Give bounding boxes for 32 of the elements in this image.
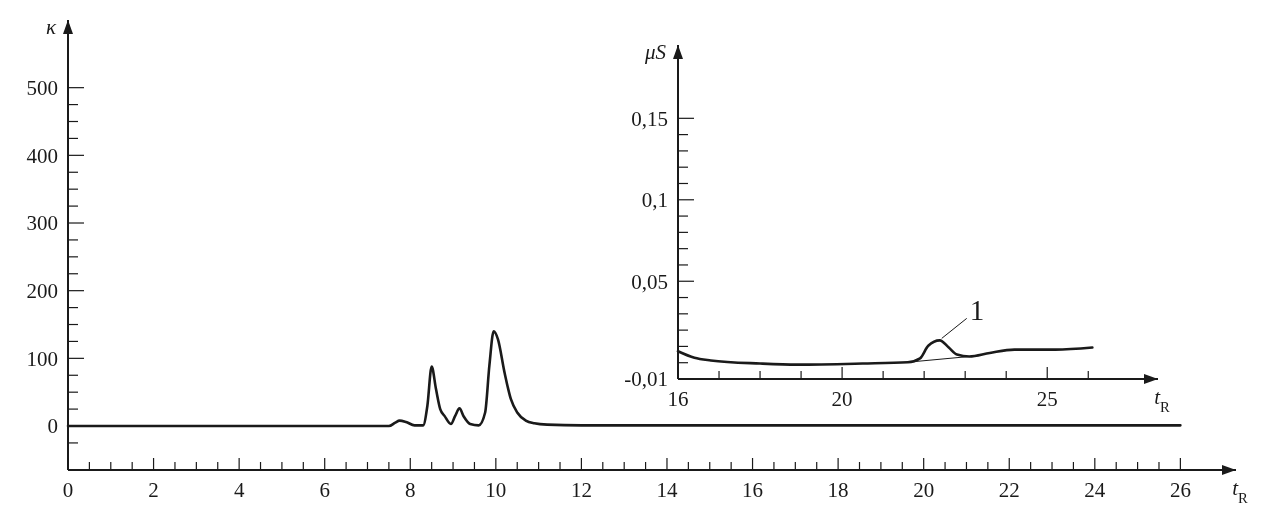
x-tick-label: 20: [913, 478, 935, 502]
x-tick-label: 4: [233, 478, 245, 502]
x-tick-label: 12: [570, 478, 592, 502]
y-tick-label: 0: [47, 414, 58, 439]
x-tick-label: 8: [405, 478, 416, 502]
x-tick-label: 6: [319, 478, 330, 502]
x-tick-label: 0: [62, 478, 74, 502]
y-tick-label: -0,01: [624, 367, 668, 392]
y-tick-label: 300: [26, 211, 58, 236]
y-axis-title: κ: [45, 15, 57, 39]
y-tick-label: 400: [26, 143, 58, 168]
x-tick-label: 24: [1084, 478, 1106, 502]
y-tick-label: 0,15: [631, 106, 668, 131]
x-tick-label: 25: [1036, 387, 1058, 411]
y-tick-label: 0,05: [631, 269, 668, 294]
y-tick-label: 500: [26, 76, 58, 101]
y-tick-label: 200: [26, 279, 58, 304]
x-axis-title: t$_{R}$: [1154, 385, 1171, 415]
x-tick-label: 22: [998, 478, 1020, 502]
x-tick-label: 26: [1169, 478, 1191, 502]
annotation: 1: [969, 294, 985, 327]
x-tick-label: 16: [667, 387, 689, 411]
x-axis-title: t$_{R}$: [1232, 476, 1249, 506]
x-tick-label: 20: [831, 387, 853, 411]
x-tick-label: 2: [148, 478, 159, 502]
y-tick-label: 0,1: [641, 188, 668, 213]
y-tick-label: 100: [26, 346, 58, 371]
x-tick-label: 14: [656, 478, 678, 502]
x-tick-label: 18: [827, 478, 849, 502]
x-tick-label: 16: [742, 478, 764, 502]
y-axis-title: μS: [643, 40, 667, 64]
x-tick-label: 10: [485, 478, 507, 502]
